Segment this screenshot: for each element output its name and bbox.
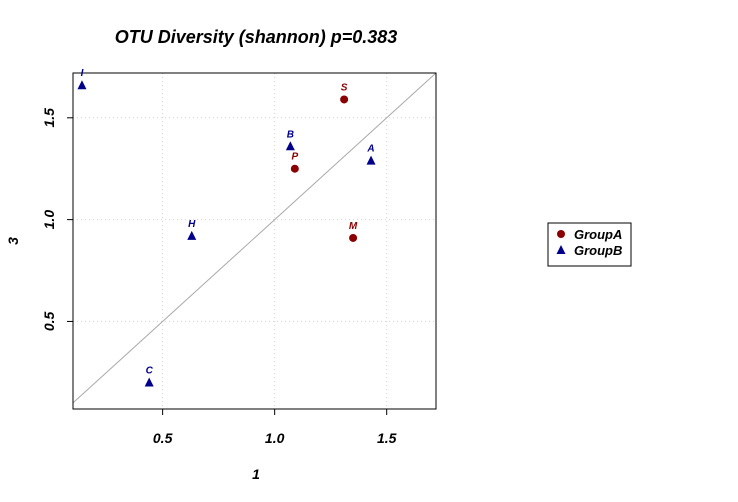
legend-marker-groupa [557, 230, 565, 238]
y-tick-label: 1.5 [41, 108, 57, 128]
legend-label-groupa: GroupA [574, 227, 622, 242]
x-axis-ticks: 0.5 1.0 1.5 [153, 409, 397, 446]
y-axis-label: 3 [5, 237, 21, 245]
point-label-a: A [366, 144, 374, 155]
diagonal-line [72, 72, 437, 404]
point-label-m: M [349, 221, 358, 232]
data-points: S P M I B A H C [77, 68, 376, 387]
x-tick-label: 0.5 [153, 430, 173, 446]
y-tick-label: 1.0 [41, 210, 57, 230]
groupa-point-s [340, 95, 349, 104]
x-tick-label: 1.0 [265, 430, 285, 446]
point-label-h: H [188, 219, 196, 230]
y-tick-label: 0.5 [41, 311, 57, 331]
groupb-point-b [285, 141, 295, 151]
legend-marker-groupb [556, 245, 566, 254]
x-tick-label: 1.5 [377, 430, 397, 446]
groupa-point-p [290, 164, 299, 173]
groupb-point-i [77, 80, 87, 90]
legend-label-groupb: GroupB [574, 243, 622, 258]
point-label-i: I [81, 68, 84, 79]
groupa-point-m [349, 233, 358, 242]
groupb-point-c [144, 377, 154, 387]
groupb-point-a [366, 155, 376, 165]
chart-title: OTU Diversity (shannon) p=0.383 [115, 27, 398, 47]
plot-border [72, 72, 437, 410]
x-axis-label: 1 [252, 466, 260, 482]
point-label-b: B [287, 129, 294, 140]
point-label-s: S [341, 82, 348, 93]
diagonal-line-group [72, 72, 437, 404]
groupb-point-h [187, 230, 197, 240]
point-label-c: C [146, 366, 154, 377]
y-axis-ticks: 0.5 1.0 1.5 [41, 108, 73, 331]
grid-lines [73, 73, 436, 409]
point-label-p: P [291, 152, 298, 163]
